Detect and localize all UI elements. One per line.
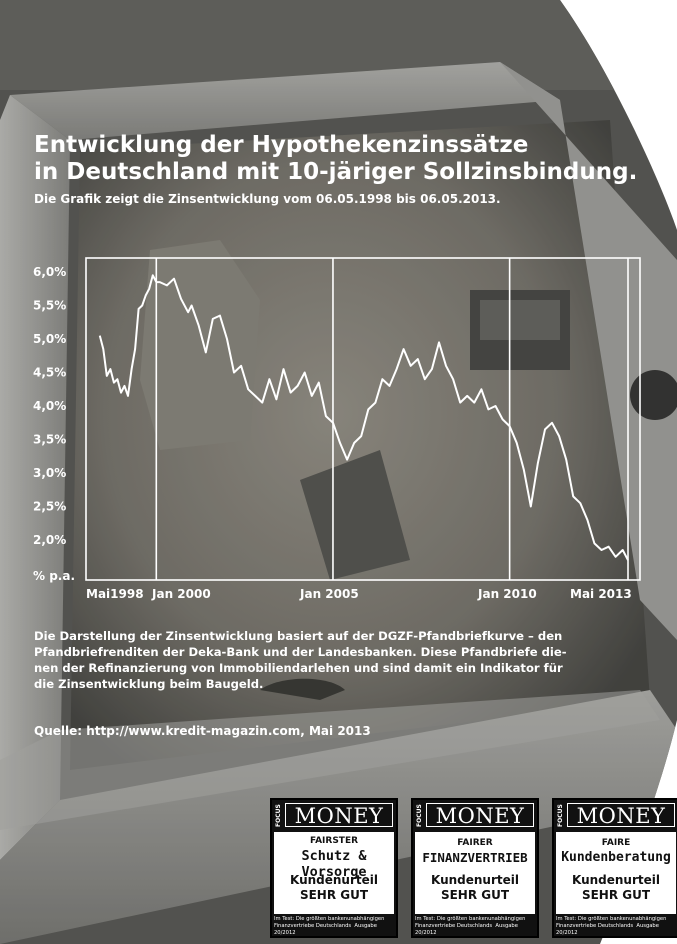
badge-line-d: SEHR GUT	[581, 888, 651, 902]
award-badge-schutz-vorsorge: FOCUS MONEY FAIRSTER Schutz & Vorsorge K…	[270, 798, 398, 938]
chart-title: Entwicklung der Hypothekenzinssätze in D…	[34, 132, 637, 186]
money-logo: MONEY	[285, 803, 393, 828]
badge-line-c: Kundenurteil	[289, 873, 378, 887]
award-badge-kundenberatung: FOCUS MONEY FAIRE Kundenberatung Kundenu…	[552, 798, 677, 938]
badge-header	[272, 800, 396, 830]
x-tick-label: Mai1998	[86, 587, 144, 601]
chart-title-line-2: in Deutschland mit 10-järiger Sollzinsbi…	[34, 159, 638, 185]
x-tick-label: Jan 2000	[151, 587, 211, 601]
badge-line-a: FAIRER	[457, 838, 493, 848]
y-axis-label: % p.a.	[33, 569, 75, 583]
x-tick-label: Mai 2013	[570, 587, 632, 601]
badge-line-b: Schutz & Vorsorge	[301, 848, 367, 880]
description-line-3: nen der Refinanzierung von Immobiliendar…	[34, 661, 563, 675]
badge-footnote: Im Test: Die größten bankenunabhängigen …	[274, 916, 394, 937]
badge-line-b: Kundenberatung	[561, 850, 671, 865]
badge-panel: FAIRER FINANZVERTRIEB Kundenurteil SEHR …	[415, 832, 535, 914]
y-tick-label: 3,5%	[33, 433, 66, 447]
money-logo: MONEY	[426, 803, 534, 828]
badge-footnote: Im Test: Die größten bankenunabhängigen …	[415, 916, 535, 937]
badge-foot-line-2: Finanzvertriebe Deutschlands Ausgabe 20/…	[556, 923, 659, 936]
badge-foot-line-1: Im Test: Die größten bankenunabhängigen	[556, 916, 667, 922]
y-tick-label: 2,0%	[33, 533, 66, 547]
y-tick-label: 4,5%	[33, 366, 66, 380]
badge-panel: FAIRE Kundenberatung Kundenurteil SEHR G…	[556, 832, 676, 914]
badge-footnote: Im Test: Die größten bankenunabhängigen …	[556, 916, 676, 937]
y-tick-label: 6,0%	[33, 265, 66, 279]
description-line-4: die Zinsentwicklung beim Baugeld.	[34, 677, 264, 691]
badge-panel: FAIRSTER Schutz & Vorsorge Kundenurteil …	[274, 832, 394, 914]
focus-logo: FOCUS	[416, 804, 423, 828]
chart-description: Die Darstellung der Zinsentwicklung basi…	[34, 628, 644, 692]
focus-logo: FOCUS	[557, 804, 564, 828]
description-line-2: Pfandbriefrenditen der Deka-Bank und der…	[34, 645, 567, 659]
x-tick-label: Jan 2010	[477, 587, 537, 601]
y-tick-label: 4,0%	[33, 399, 66, 413]
badge-line-b: FINANZVERTRIEB	[422, 850, 528, 865]
badge-line-a: FAIRSTER	[309, 836, 359, 846]
source-note: Quelle: http://www.kredit-magazin.com, M…	[34, 724, 371, 738]
money-logo: MONEY	[567, 803, 675, 828]
badge-foot-line-1: Im Test: Die größten bankenunabhängigen	[274, 916, 385, 922]
badge-foot-line-1: Im Test: Die größten bankenunabhängigen	[415, 916, 526, 922]
mortgage-rate-series-line	[98, 274, 629, 561]
badge-foot-line-2: Finanzvertriebe Deutschlands Ausgabe 20/…	[274, 923, 377, 936]
y-tick-label: 3,0%	[33, 466, 66, 480]
badge-line-d: SEHR GUT	[440, 888, 510, 902]
x-tick-label: Jan 2005	[299, 587, 359, 601]
y-tick-label: 5,0%	[33, 332, 66, 346]
award-badge-finanzvertrieb: FOCUS MONEY FAIRER FINANZVERTRIEB Kunden…	[411, 798, 539, 938]
badge-line-d: SEHR GUT	[299, 888, 369, 902]
focus-logo: FOCUS	[275, 804, 282, 828]
badge-line-a: FAIRE	[601, 838, 631, 848]
y-tick-label: 2,5%	[33, 500, 66, 514]
badge-issue: Ausgabe 20/2012	[556, 923, 659, 936]
badge-header	[413, 800, 537, 830]
badge-header	[554, 800, 677, 830]
badge-issue: Ausgabe 20/2012	[415, 923, 518, 936]
badge-issue: Ausgabe 20/2012	[274, 923, 377, 936]
plot-frame	[85, 257, 641, 581]
badge-line-c: Kundenurteil	[571, 873, 660, 887]
chart-title-line-1: Entwicklung der Hypothekenzinssätze	[34, 132, 529, 158]
description-line-1: Die Darstellung der Zinsentwicklung basi…	[34, 629, 563, 643]
badge-foot-line-2: Finanzvertriebe Deutschlands Ausgabe 20/…	[415, 923, 518, 936]
badge-line-c: Kundenurteil	[430, 873, 519, 887]
chart-subtitle: Die Grafik zeigt die Zinsentwicklung vom…	[34, 192, 501, 206]
y-tick-label: 5,5%	[33, 299, 66, 313]
